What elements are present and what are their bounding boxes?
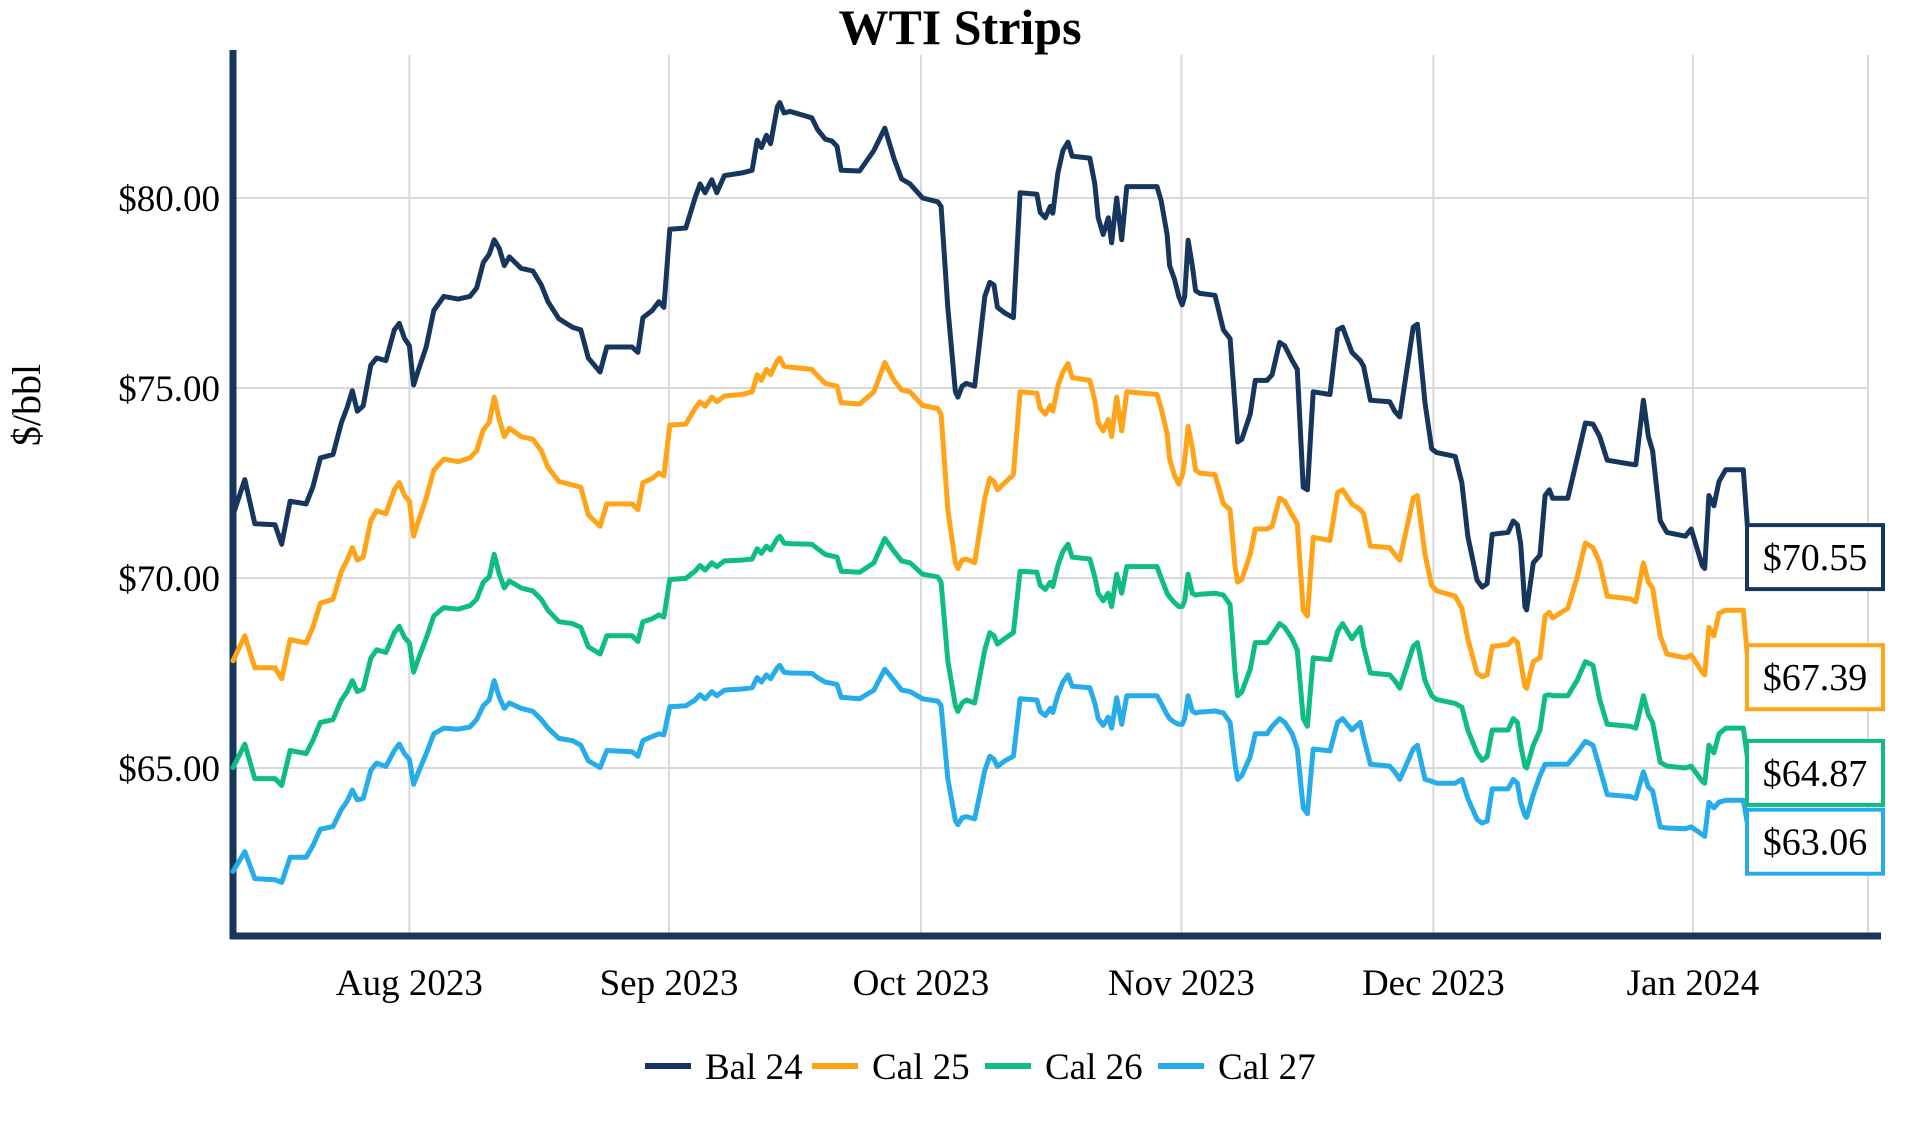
legend-label-cal-26: Cal 26 [1045, 1047, 1143, 1088]
series-line-cal-27 [230, 662, 1756, 885]
y-tick-label: $70.00 [118, 559, 220, 600]
series-line-bal-24 [230, 100, 1756, 613]
x-tick-label: Dec 2023 [1362, 963, 1505, 1004]
end-label-value: $67.39 [1763, 657, 1868, 699]
chart-title: WTI Strips [838, 0, 1081, 55]
x-tick-label: Sep 2023 [600, 963, 739, 1004]
y-tick-label: $80.00 [118, 179, 220, 220]
end-label-box-cal-25 [1745, 643, 1885, 712]
end-label-box-cal-27 [1745, 807, 1885, 876]
x-tick-label: Jan 2024 [1627, 963, 1760, 1004]
end-label-value: $63.06 [1763, 822, 1868, 864]
legend: Bal 24 Cal 25 Cal 26 Cal 27 [645, 1047, 1316, 1088]
x-tick-label: Nov 2023 [1108, 963, 1255, 1004]
axes [229, 50, 1881, 940]
series-lines [230, 100, 1756, 885]
x-axis-tick-labels: Aug 2023 Sep 2023 Oct 2023 Nov 2023 Dec 2023… [336, 963, 1759, 1004]
series-end-labels: $70.55 $67.39 $64.87 $63.06 [1745, 523, 1885, 876]
series-line-cal-25 [230, 355, 1756, 691]
series-line-cal-26 [230, 533, 1756, 788]
y-tick-label: $65.00 [118, 749, 220, 790]
legend-label-cal-25: Cal 25 [872, 1047, 970, 1088]
y-axis-tick-labels: $80.00 $75.00 $70.00 $65.00 [118, 179, 220, 790]
y-axis-title: $/bbl [4, 364, 49, 446]
end-label-box-bal-24 [1745, 523, 1885, 592]
y-tick-label: $75.00 [118, 369, 220, 410]
gridlines [233, 55, 1869, 933]
end-label-value: $70.55 [1763, 537, 1868, 579]
end-label-value: $64.87 [1763, 753, 1868, 795]
x-tick-label: Oct 2023 [853, 963, 990, 1004]
legend-label-bal-24: Bal 24 [705, 1047, 803, 1088]
end-label-box-cal-26 [1745, 738, 1885, 807]
x-tick-label: Aug 2023 [336, 963, 483, 1004]
legend-label-cal-27: Cal 27 [1218, 1047, 1316, 1088]
